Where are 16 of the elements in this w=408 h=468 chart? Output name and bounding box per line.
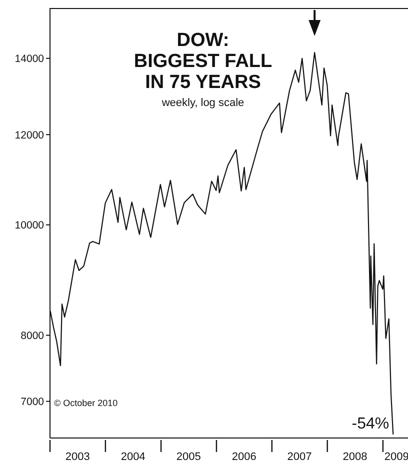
y-tick-label: 14000 <box>14 53 44 66</box>
x-tick-label: 2009 <box>384 451 408 463</box>
x-tick-label: 2003 <box>65 451 90 463</box>
x-tick-label: 2005 <box>176 451 201 463</box>
x-tick-label: 2007 <box>287 451 312 463</box>
y-tick-label: 8000 <box>20 330 44 342</box>
text: weekly, log scale <box>160 97 246 109</box>
y-tick-label: 10000 <box>14 220 44 232</box>
x-tick-label: 2006 <box>232 451 256 463</box>
annotation: © October 2010 <box>54 398 118 409</box>
y-tick-label: 7000 <box>20 396 44 408</box>
y-tick-label: 12000 <box>14 129 44 142</box>
annotation: -54% <box>352 415 390 432</box>
x-tick-label: 2004 <box>120 451 146 463</box>
text: DOW: BIGGEST FALL IN 75 YEARS <box>132 30 274 93</box>
x-tick-label: 2008 <box>342 451 368 463</box>
